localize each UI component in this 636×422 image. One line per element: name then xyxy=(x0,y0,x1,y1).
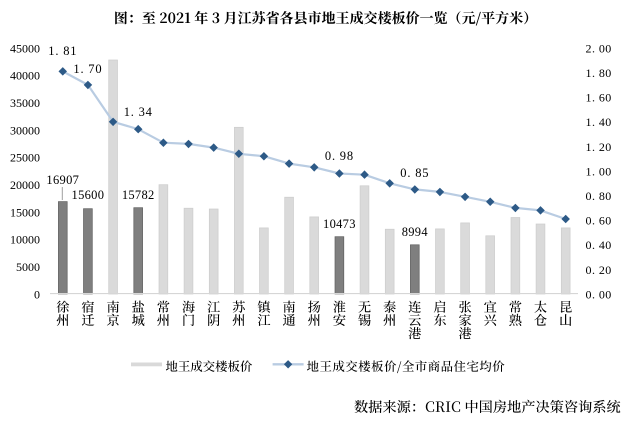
svg-text:1. 34: 1. 34 xyxy=(124,105,153,119)
svg-text:15782: 15782 xyxy=(122,188,155,202)
svg-text:40000: 40000 xyxy=(10,69,40,83)
svg-text:0. 80: 0. 80 xyxy=(586,189,612,203)
svg-text:16907: 16907 xyxy=(46,173,79,187)
svg-text:0: 0 xyxy=(34,287,40,301)
svg-text:15000: 15000 xyxy=(10,205,40,219)
svg-text:1. 80: 1. 80 xyxy=(586,66,612,80)
svg-text:0. 00: 0. 00 xyxy=(586,287,612,301)
svg-text:1. 70: 1. 70 xyxy=(73,62,102,76)
svg-text:0. 85: 0. 85 xyxy=(400,166,429,180)
svg-text:35000: 35000 xyxy=(10,96,40,110)
svg-text:1. 81: 1. 81 xyxy=(48,44,77,58)
svg-text:0. 98: 0. 98 xyxy=(325,149,354,163)
svg-text:1. 60: 1. 60 xyxy=(586,91,612,105)
svg-text:8994: 8994 xyxy=(402,225,429,239)
svg-text:10000: 10000 xyxy=(10,233,40,247)
svg-text:1. 40: 1. 40 xyxy=(586,115,612,129)
svg-text:1. 00: 1. 00 xyxy=(586,164,612,178)
svg-text:5000: 5000 xyxy=(16,260,40,274)
svg-text:30000: 30000 xyxy=(10,123,40,137)
svg-text:0. 60: 0. 60 xyxy=(586,214,612,228)
svg-text:2. 00: 2. 00 xyxy=(586,41,612,55)
svg-text:25000: 25000 xyxy=(10,151,40,165)
svg-text:0. 40: 0. 40 xyxy=(586,238,612,252)
svg-text:1. 20: 1. 20 xyxy=(586,140,612,154)
svg-text:20000: 20000 xyxy=(10,178,40,192)
svg-text:15600: 15600 xyxy=(72,188,105,202)
svg-text:10473: 10473 xyxy=(323,217,356,231)
svg-text:0. 20: 0. 20 xyxy=(586,263,612,277)
svg-text:45000: 45000 xyxy=(10,41,40,55)
